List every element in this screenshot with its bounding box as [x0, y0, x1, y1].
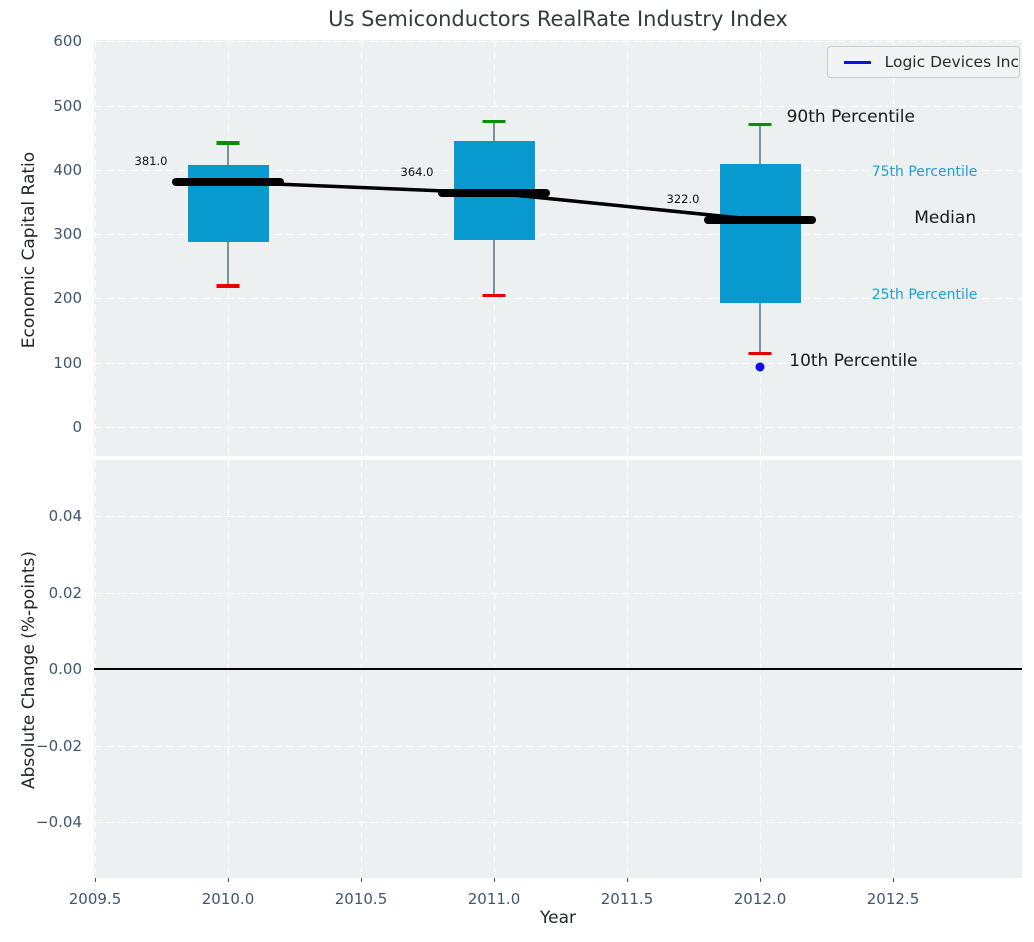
median-segment: [172, 178, 284, 187]
gridline-v: [361, 40, 362, 456]
gridline-h: [94, 41, 1022, 43]
p10-cap: [482, 293, 506, 298]
x-tick-mark: [627, 878, 629, 882]
gridline-h: [94, 362, 1022, 364]
x-tick-mark: [95, 878, 97, 882]
y-tick-label: 0.02: [48, 583, 82, 602]
x-tick-label: 2009.5: [68, 890, 122, 908]
x-tick-mark: [494, 878, 496, 882]
annotation: 75th Percentile: [871, 163, 978, 180]
legend-line-swatch: [844, 60, 871, 64]
y-tick-label: 0.00: [48, 660, 82, 678]
annotation: Median: [914, 208, 977, 229]
p90-cap: [216, 141, 240, 145]
x-tick-mark: [361, 878, 363, 882]
gridline-h: [94, 169, 1022, 171]
y-tick-label: 0.04: [48, 507, 82, 525]
y-tick-label: 500: [53, 96, 82, 115]
x-tick-label: 2011.0: [467, 890, 521, 908]
y-tick-label: 100: [53, 353, 82, 372]
median-value-label: 322.0: [666, 192, 700, 206]
x-tick-mark: [228, 878, 230, 882]
p10-cap: [748, 351, 772, 356]
annotation: 90th Percentile: [786, 106, 915, 127]
gridline-v: [627, 40, 628, 456]
p10-cap: [216, 284, 240, 288]
gridline-h: [94, 105, 1022, 107]
y-tick-label: −0.04: [36, 813, 82, 831]
gridline-v: [893, 40, 894, 456]
x-tick-mark: [893, 878, 895, 882]
x-tick-label: 2011.5: [600, 890, 654, 908]
x-tick-label: 2010.0: [201, 890, 255, 908]
p90-cap: [748, 122, 772, 126]
x-axis-label: Year: [540, 908, 576, 928]
y-tick-label: −0.02: [36, 736, 82, 755]
y-tick-label: 200: [53, 289, 82, 308]
gridline-h: [94, 427, 1022, 428]
x-tick-label: 2010.5: [334, 890, 388, 908]
y-tick-label: 300: [53, 225, 82, 244]
y-tick-label: 0: [72, 418, 82, 436]
legend-entry-label: Logic Devices Inc: [884, 53, 1019, 71]
gridline-v: [95, 40, 96, 456]
gridline-h: [94, 592, 1022, 594]
y-tick-label: 600: [53, 32, 82, 51]
gridline-h: [94, 298, 1022, 300]
legend: Logic Devices Inc: [827, 46, 1020, 78]
x-tick-label: 2012.5: [866, 890, 920, 908]
gridline-h: [94, 745, 1022, 747]
p90-cap: [482, 120, 506, 124]
company-point: [755, 362, 765, 372]
y-tick-label: 400: [53, 160, 82, 179]
gridline-h: [94, 516, 1022, 517]
annotation: 10th Percentile: [789, 350, 918, 371]
x-tick-label: 2012.0: [733, 890, 787, 908]
median-segment: [438, 189, 550, 197]
median-segment: [704, 216, 816, 224]
chart-title: Us Semiconductors RealRate Industry Inde…: [328, 7, 788, 31]
annotation: 25th Percentile: [871, 287, 978, 304]
iqr-box: [719, 164, 801, 303]
gridline-h: [94, 822, 1022, 823]
median-value-label: 364.0: [400, 165, 434, 179]
top-axes: 381.0 364.0 322.0: [94, 40, 1022, 456]
zero-reference-line: [94, 668, 1022, 670]
median-value-label: 381.0: [134, 154, 168, 169]
gridline-h: [94, 234, 1022, 236]
x-tick-mark: [760, 878, 762, 882]
median-trend-line: [227, 180, 761, 222]
